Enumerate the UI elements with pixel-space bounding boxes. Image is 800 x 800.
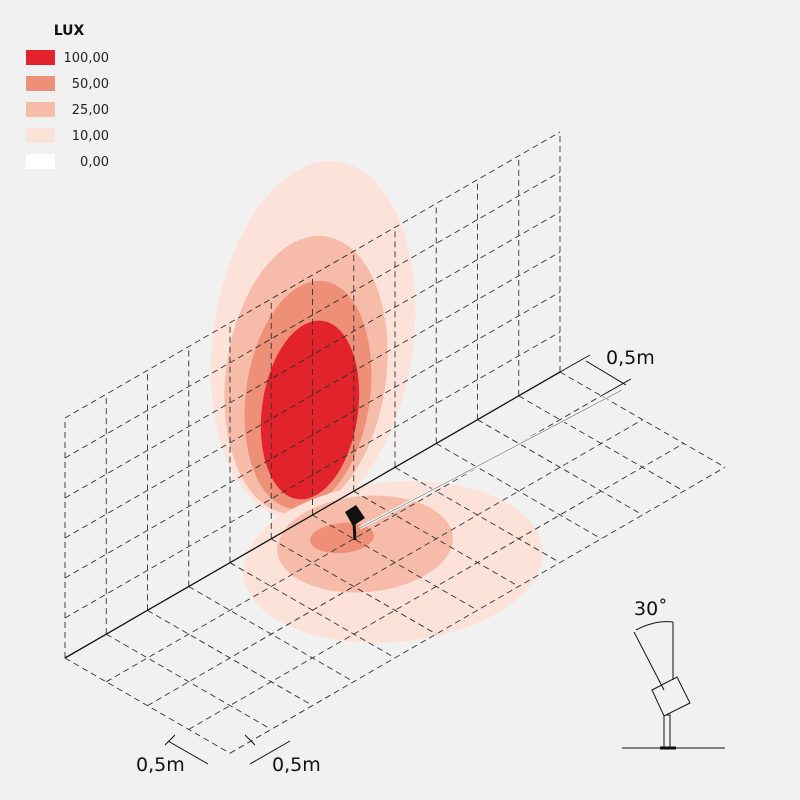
grid-line bbox=[188, 443, 684, 730]
beam bbox=[359, 389, 623, 529]
grid-line bbox=[64, 291, 561, 579]
grid-line bbox=[147, 419, 643, 706]
grid-line bbox=[229, 466, 726, 754]
dimension-label: 0,5m bbox=[606, 347, 655, 369]
grid-line bbox=[271, 538, 437, 635]
grid-line bbox=[64, 331, 561, 619]
angle-label: 30˚ bbox=[634, 598, 668, 620]
legend-title: LUX bbox=[54, 23, 85, 39]
grid-line bbox=[477, 419, 643, 516]
grid-line bbox=[436, 443, 602, 540]
fixture bbox=[345, 505, 365, 541]
legend-swatch bbox=[26, 154, 55, 169]
legend-swatch bbox=[26, 76, 55, 91]
legend-swatch bbox=[26, 128, 55, 143]
legend-label: 100,00 bbox=[64, 51, 110, 66]
legend-swatch bbox=[26, 102, 55, 117]
grid-line bbox=[64, 251, 561, 539]
legend-label: 25,00 bbox=[72, 103, 109, 118]
grid-line bbox=[106, 633, 272, 730]
wall-distribution bbox=[210, 161, 416, 519]
floor-distribution bbox=[243, 481, 543, 643]
grid-line bbox=[64, 211, 561, 499]
legend-swatch bbox=[26, 50, 55, 65]
dimension-marks bbox=[164, 354, 632, 765]
legend-label: 0,00 bbox=[80, 155, 109, 170]
grid-line bbox=[64, 171, 561, 459]
grid bbox=[64, 131, 726, 754]
dimension-label: 0,5m bbox=[136, 754, 185, 776]
zone-100 bbox=[260, 320, 360, 500]
baseline bbox=[64, 371, 561, 659]
dimension-label: 0,5m bbox=[272, 754, 321, 776]
grid-line bbox=[64, 131, 561, 419]
legend: LUX 100,00 50,00 25,00 10,00 0,00 bbox=[26, 23, 109, 170]
tilt-icon bbox=[622, 621, 725, 750]
legend-label: 10,00 bbox=[72, 129, 109, 144]
zone-50 bbox=[310, 522, 374, 554]
legend-label: 50,00 bbox=[72, 77, 109, 92]
